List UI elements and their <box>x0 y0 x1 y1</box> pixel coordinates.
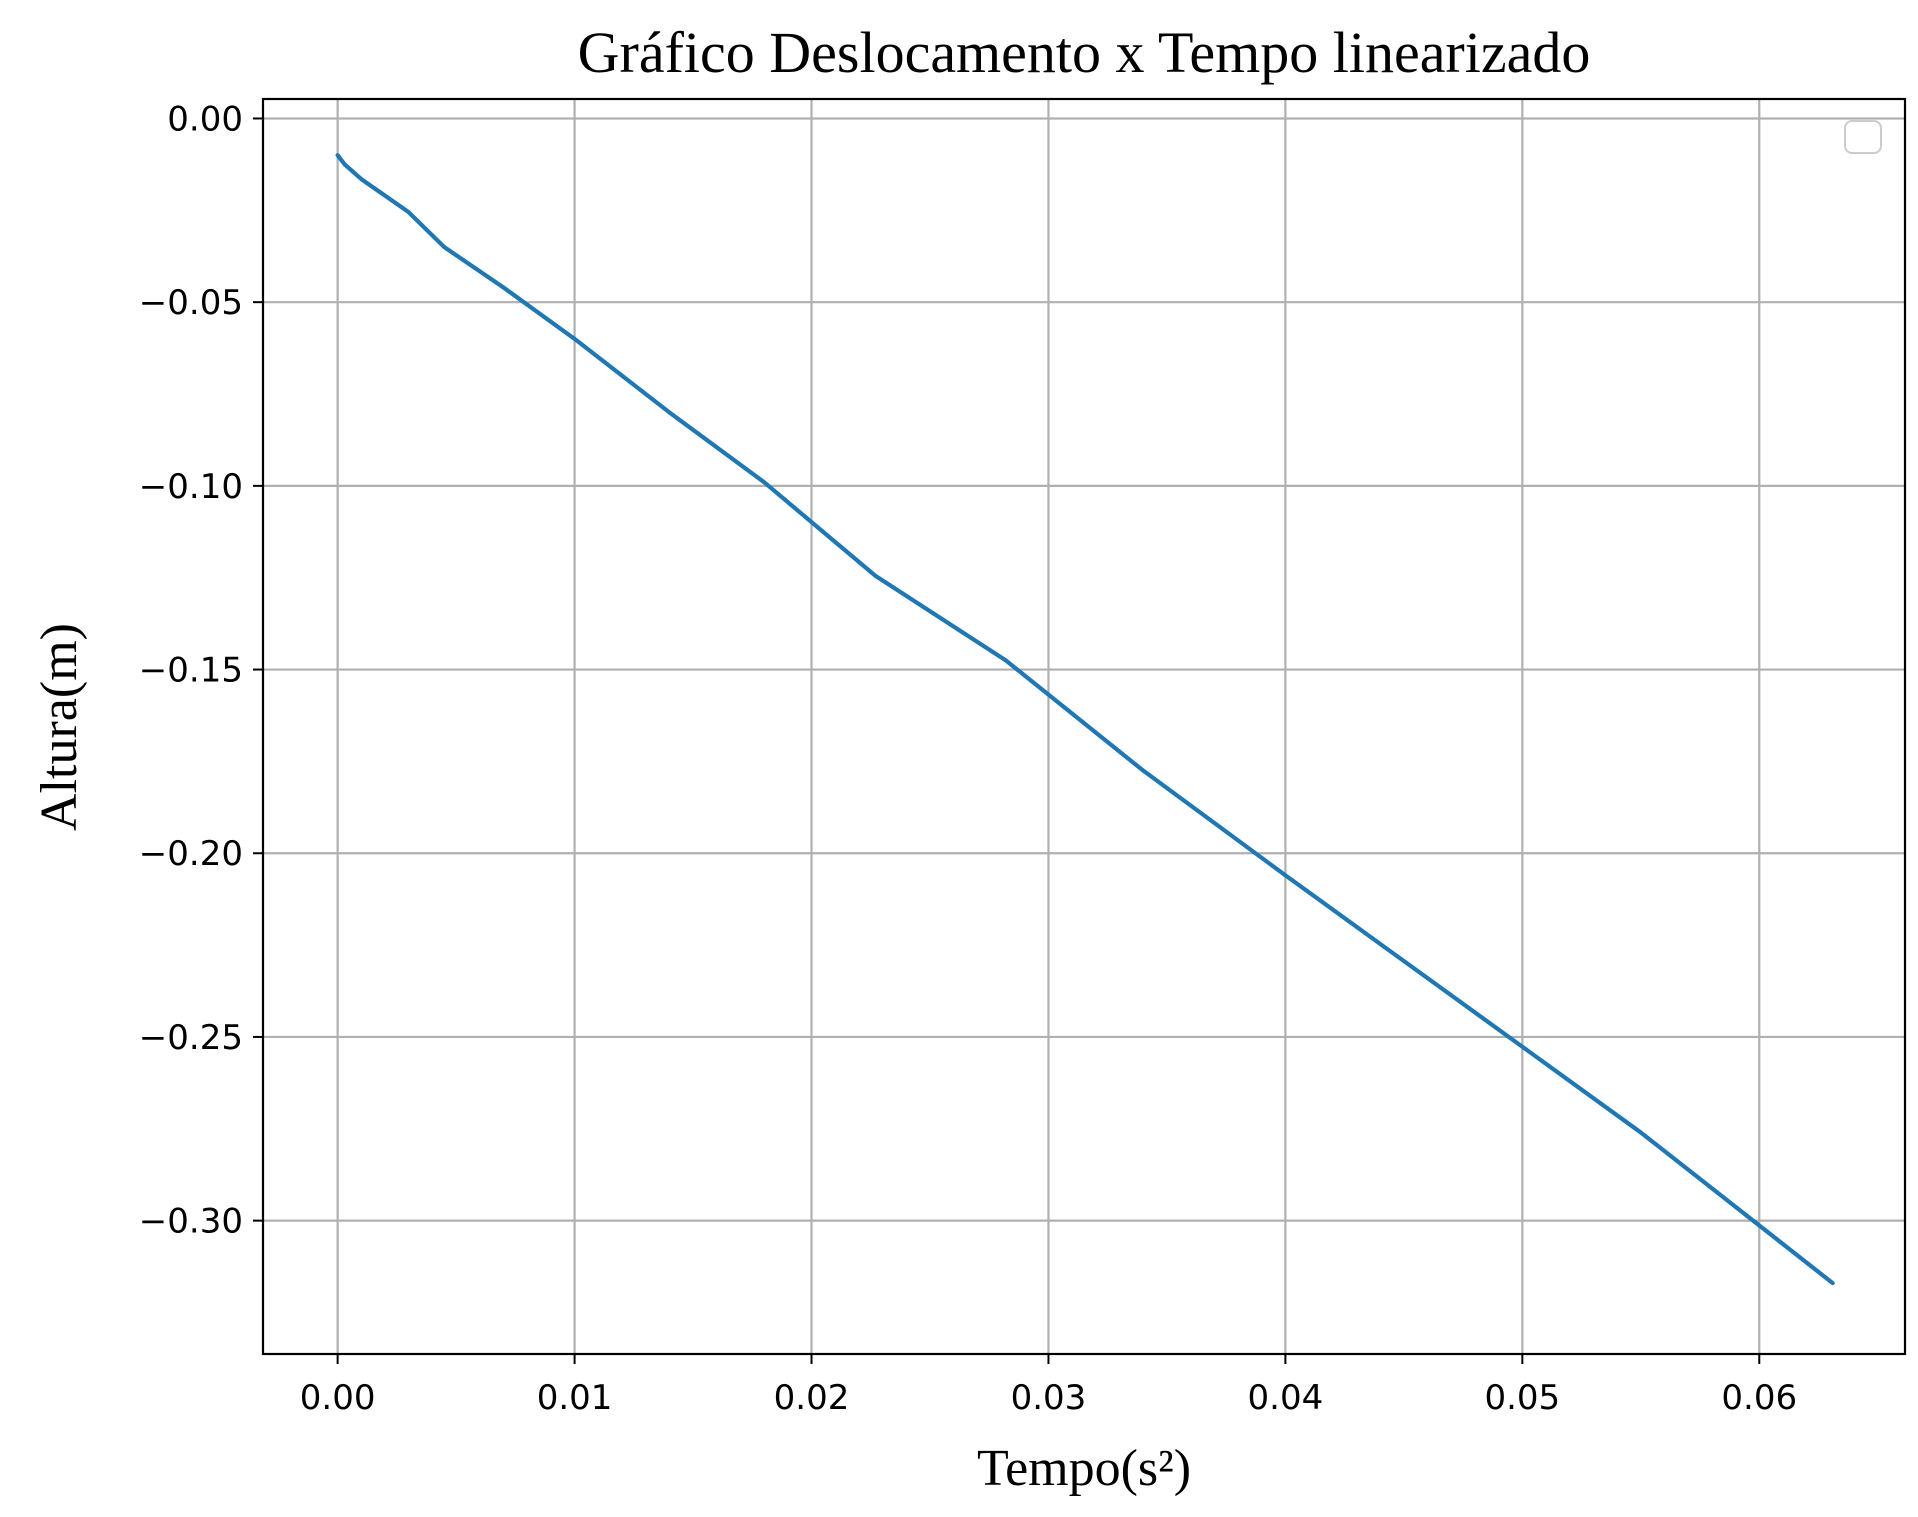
x-tick-label: 0.05 <box>1484 1378 1560 1418</box>
grid <box>263 99 1905 1354</box>
series-line <box>335 153 1835 1286</box>
y-axis-label: Altura(m) <box>31 623 88 831</box>
plot-frame <box>261 97 1907 1356</box>
y-tick-label: −0.15 <box>139 651 243 691</box>
y-tick-label: −0.25 <box>139 1018 243 1058</box>
y-tick-label: −0.20 <box>139 834 243 874</box>
y-tick-label: 0.00 <box>167 99 243 139</box>
series-layer <box>335 153 1835 1286</box>
x-tick-label: 0.04 <box>1248 1378 1324 1418</box>
x-tick-label: 0.02 <box>774 1378 850 1418</box>
x-tick-label: 0.01 <box>537 1378 613 1418</box>
y-tick-label: −0.10 <box>139 467 243 507</box>
ticks: 0.00 0.01 0.02 0.03 0.04 0.05 0.06 0.00 −0.05 −0.… <box>139 99 1797 1418</box>
y-tick-label: −0.05 <box>139 283 243 323</box>
x-tick-label: 0.06 <box>1721 1378 1797 1418</box>
y-tick-label: −0.30 <box>139 1202 243 1242</box>
chart-title: Gráfico Deslocamento x Tempo linearizado <box>578 20 1591 85</box>
x-tick-label: 0.00 <box>300 1378 376 1418</box>
legend-box <box>1844 120 1882 154</box>
x-axis-label: Tempo(s²) <box>977 1440 1191 1497</box>
x-tick-label: 0.03 <box>1011 1378 1087 1418</box>
